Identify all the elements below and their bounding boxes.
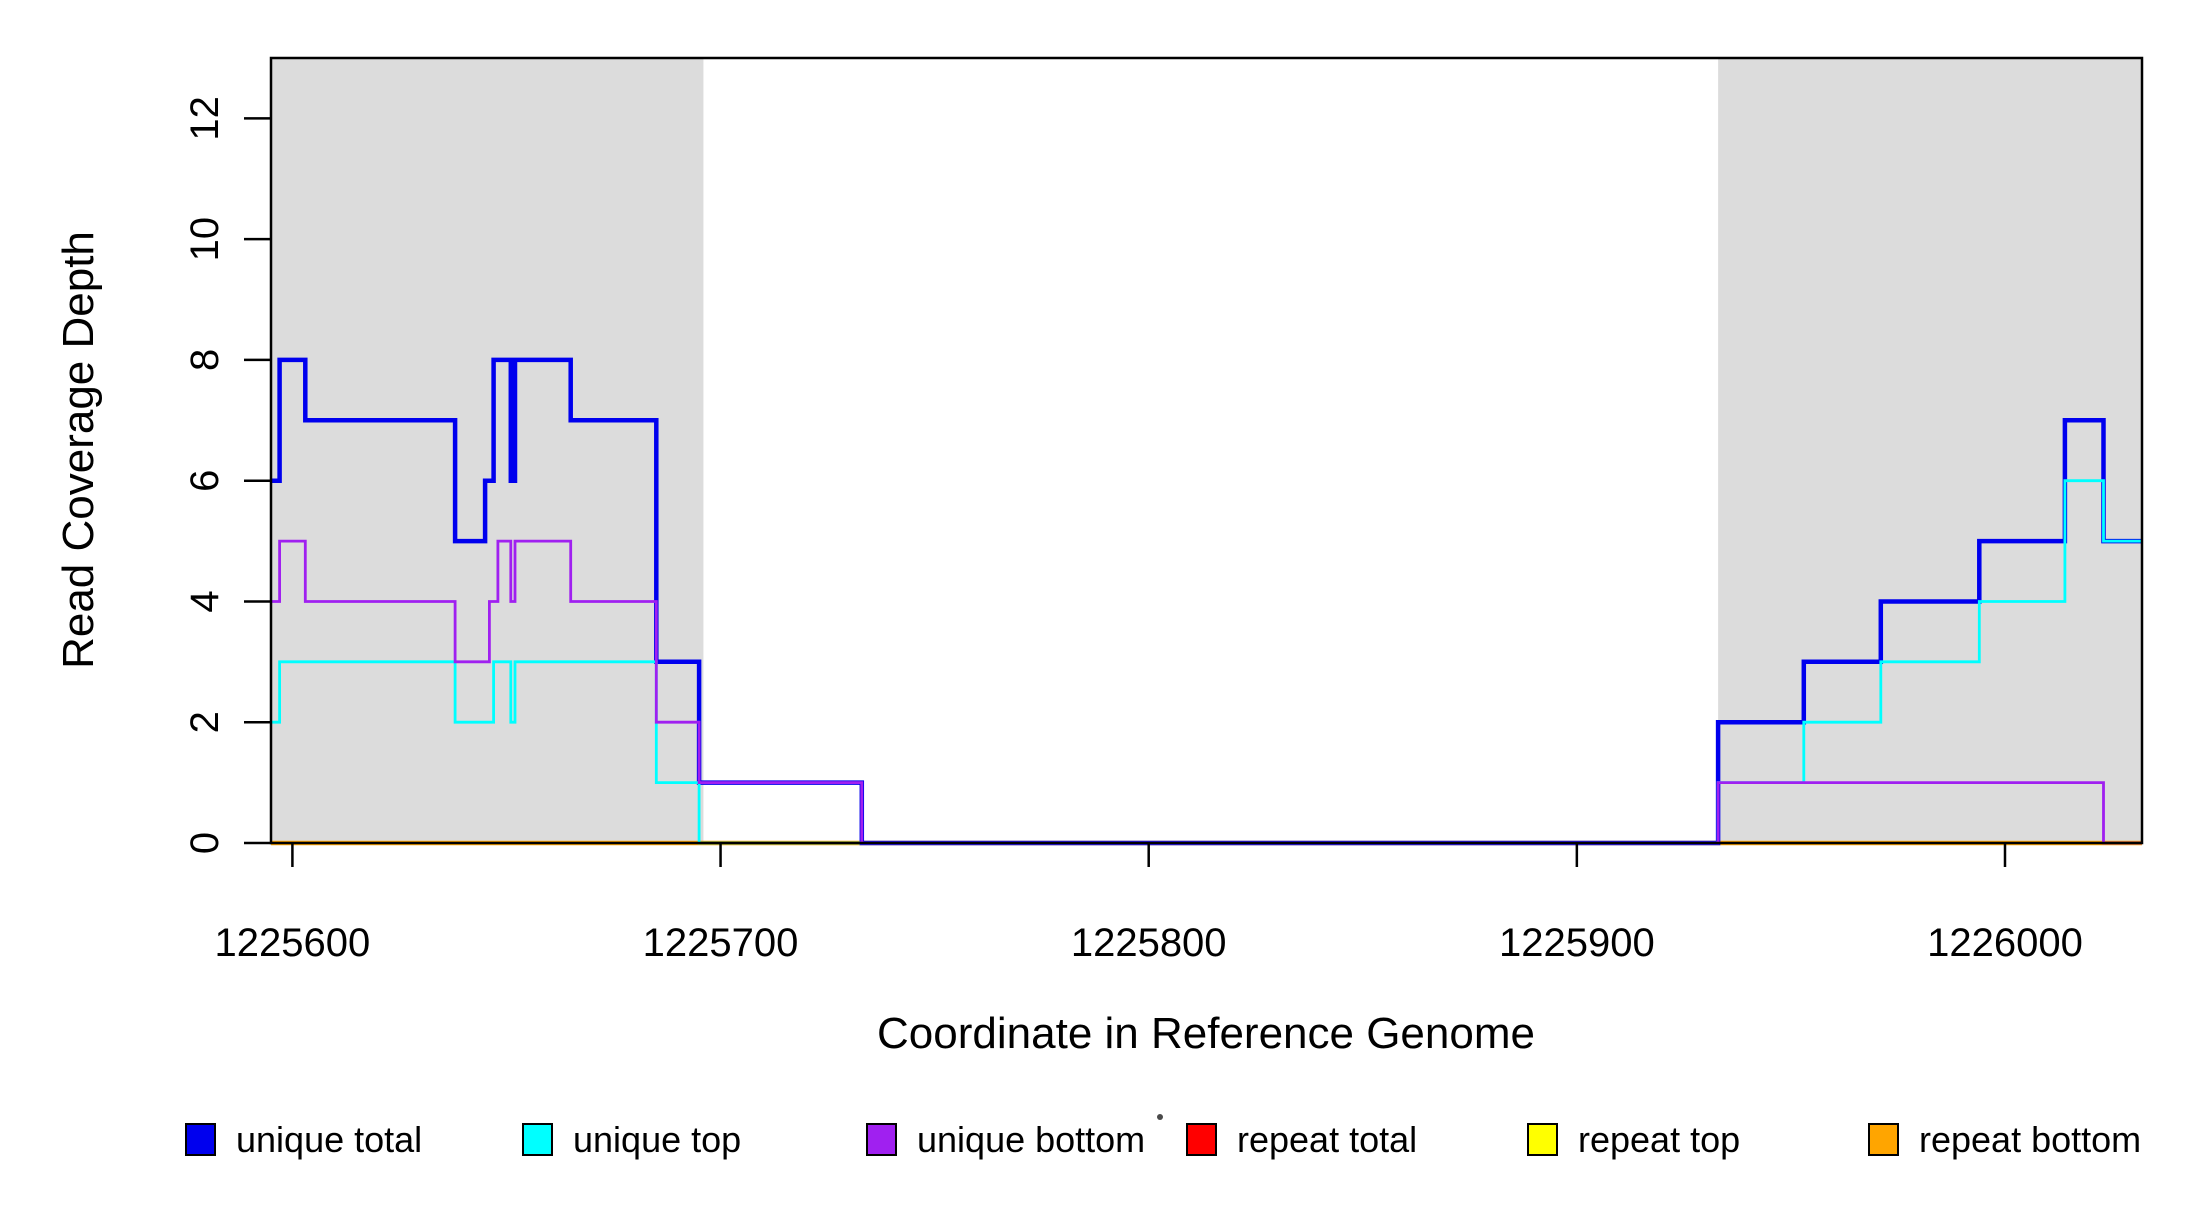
legend: unique total unique top unique bottom repea…	[185, 1119, 2141, 1160]
legend-swatch-repeat-bottom	[1868, 1123, 1899, 1156]
legend-label-repeat-bottom: repeat bottom	[1919, 1119, 2141, 1160]
y-tick-label: 12	[183, 96, 227, 141]
series-unique-top	[271, 479, 2142, 845]
x-tick-label: 1225900	[1499, 921, 1655, 965]
x-tick-label: 1225600	[215, 921, 371, 965]
legend-item-unique-bottom: unique bottom	[866, 1119, 1145, 1160]
x-axis-ticks: 1225600 1225700 1225800 1225900 1226000	[215, 843, 2083, 965]
x-axis-title: Coordinate in Reference Genome	[877, 1009, 1535, 1058]
legend-item-repeat-total: repeat total	[1186, 1119, 1417, 1160]
x-tick-label: 1225700	[643, 921, 799, 965]
legend-swatch-unique-top	[522, 1123, 553, 1156]
legend-swatch-unique-total	[185, 1123, 216, 1156]
target-region-right	[1718, 58, 2142, 843]
x-tick-label: 1226000	[1927, 921, 2083, 965]
legend-swatch-repeat-total	[1186, 1123, 1217, 1156]
y-tick-label: 10	[183, 217, 227, 262]
target-region-left	[271, 58, 704, 843]
legend-swatch-repeat-top	[1527, 1123, 1558, 1156]
legend-item-unique-total: unique total	[185, 1119, 422, 1160]
y-tick-label: 0	[183, 832, 227, 854]
legend-label-repeat-top: repeat top	[1578, 1119, 1740, 1160]
stray-dot-mark	[1157, 1114, 1163, 1120]
y-tick-label: 8	[183, 349, 227, 371]
y-tick-label: 6	[183, 470, 227, 492]
legend-label-unique-total: unique total	[236, 1119, 422, 1160]
legend-label-repeat-total: repeat total	[1237, 1119, 1417, 1160]
legend-item-repeat-top: repeat top	[1527, 1119, 1740, 1160]
legend-swatch-unique-bottom	[866, 1123, 897, 1156]
y-tick-label: 2	[183, 711, 227, 733]
legend-item-unique-top: unique top	[522, 1119, 741, 1160]
legend-item-repeat-bottom: repeat bottom	[1868, 1119, 2141, 1160]
series-unique-total	[271, 357, 2142, 846]
y-axis-ticks: 0 2 4 6 8 10 12	[183, 96, 271, 854]
plot-border-box	[269, 56, 2144, 845]
shaded-target-regions	[271, 58, 2142, 843]
y-axis-title: Read Coverage Depth	[54, 231, 103, 669]
legend-label-unique-top: unique top	[573, 1119, 741, 1160]
x-tick-label: 1225800	[1071, 921, 1227, 965]
y-tick-label: 4	[183, 590, 227, 612]
legend-label-unique-bottom: unique bottom	[917, 1119, 1145, 1160]
